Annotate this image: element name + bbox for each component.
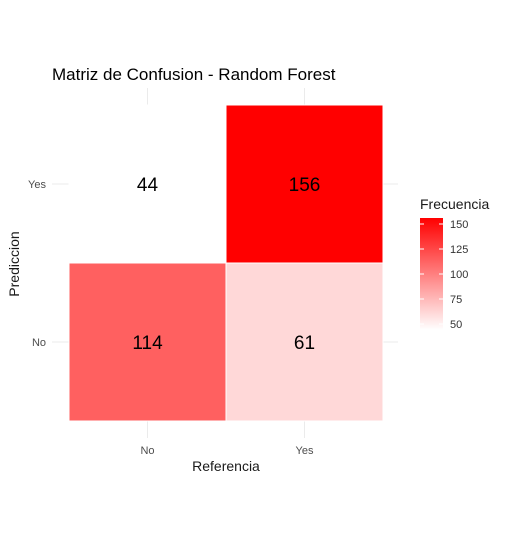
cell-label-ref-yes-pred-no: 61 (294, 333, 315, 354)
x-tick-label-yes: Yes (296, 445, 314, 457)
x-axis-title: Referencia (192, 458, 260, 474)
chart-title: Matriz de Confusion - Random Forest (52, 65, 336, 84)
legend-label-125: 125 (450, 244, 468, 256)
cell-label-ref-no-pred-yes: 44 (137, 175, 159, 196)
cell-ref-no-pred-yes (68, 104, 227, 264)
legend-colorbar (420, 218, 443, 330)
heatmap-cells (68, 104, 384, 422)
x-axis-ticks: No Yes (140, 445, 313, 457)
y-axis-title: Prediccion (6, 231, 22, 296)
cell-ref-yes-pred-no (225, 262, 384, 422)
y-axis-ticks: No Yes (28, 179, 46, 349)
legend-ticks: 50 75 100 125 150 (420, 219, 468, 331)
legend-title: Frecuencia (420, 196, 489, 212)
cell-label-ref-no-pred-no: 114 (132, 333, 163, 354)
color-legend: Frecuencia 50 75 100 125 150 (420, 196, 489, 331)
y-tick-label-no: No (32, 337, 46, 349)
legend-label-150: 150 (450, 219, 468, 231)
x-tick-label-no: No (140, 445, 154, 457)
legend-label-100: 100 (450, 269, 468, 281)
legend-label-75: 75 (450, 294, 462, 306)
cell-label-ref-yes-pred-yes: 156 (289, 175, 321, 196)
legend-label-50: 50 (450, 319, 462, 331)
cell-value-labels: 44 156 114 61 (132, 175, 320, 354)
y-tick-label-yes: Yes (28, 179, 46, 191)
cell-ref-no-pred-no (68, 262, 227, 422)
